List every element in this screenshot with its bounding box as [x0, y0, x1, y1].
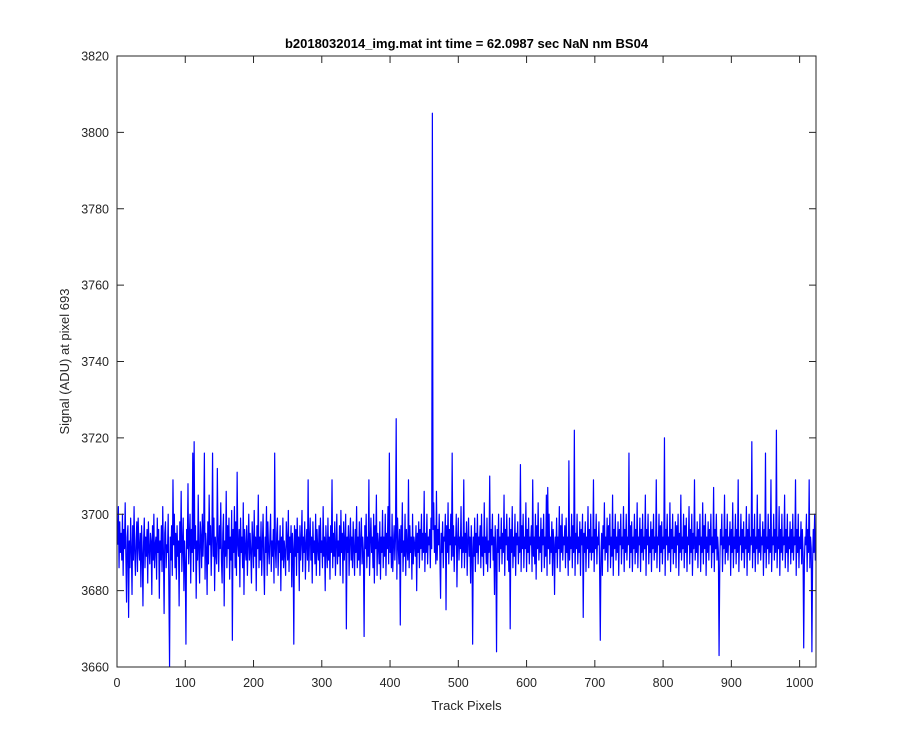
- x-tick-label: 0: [114, 676, 121, 690]
- x-axis-label: Track Pixels: [431, 698, 502, 713]
- y-tick-label: 3660: [81, 661, 109, 675]
- y-tick-label: 3760: [81, 279, 109, 293]
- x-tick-label: 600: [516, 676, 537, 690]
- y-tick-label: 3680: [81, 584, 109, 598]
- x-tick-label: 300: [311, 676, 332, 690]
- y-tick-label: 3820: [81, 50, 109, 64]
- data-layer: [117, 112, 816, 667]
- y-tick-label: 3780: [81, 202, 109, 216]
- y-axis-label: Signal (ADU) at pixel 693: [57, 289, 72, 435]
- x-tick-label: 200: [243, 676, 264, 690]
- x-axis-ticks: 0 100 200 300 400 500 600 700 800 900 1000: [114, 56, 814, 690]
- x-tick-label: 700: [584, 676, 605, 690]
- x-tick-label: 100: [175, 676, 196, 690]
- x-tick-label: 900: [721, 676, 742, 690]
- y-tick-label: 3700: [81, 508, 109, 522]
- y-axis-ticks: 3660 3680 3700 3720 3740 3760 3780 3800 3820: [81, 50, 816, 675]
- y-tick-label: 3800: [81, 126, 109, 140]
- x-tick-label: 400: [380, 676, 401, 690]
- series-line-0: [117, 112, 816, 667]
- chart-title: b2018032014_img.mat int time = 62.0987 s…: [285, 36, 649, 51]
- x-tick-label: 800: [653, 676, 674, 690]
- x-tick-label: 500: [448, 676, 469, 690]
- x-tick-label: 1000: [786, 676, 814, 690]
- y-tick-label: 3740: [81, 355, 109, 369]
- y-tick-label: 3720: [81, 431, 109, 445]
